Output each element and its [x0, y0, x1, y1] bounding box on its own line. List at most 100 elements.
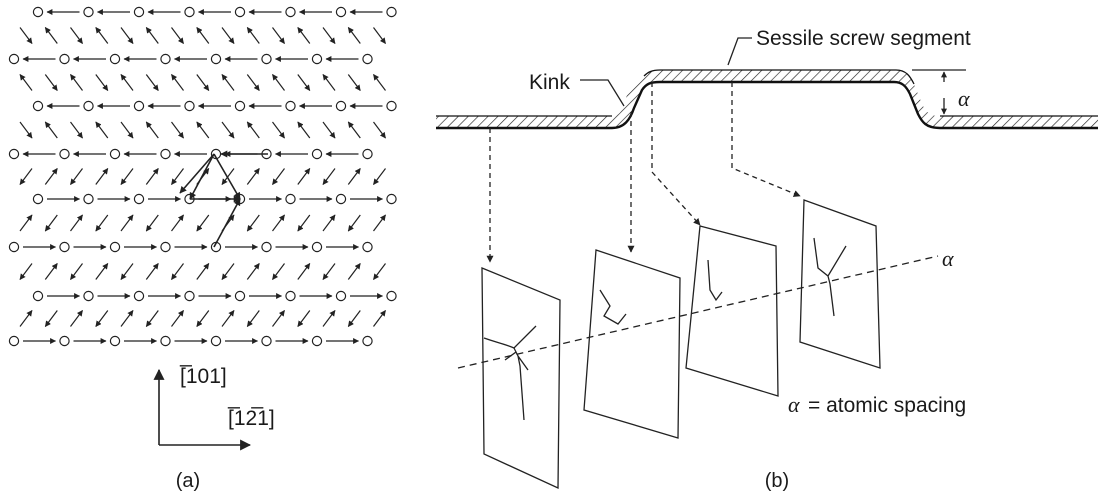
displacement-arrow: [19, 121, 33, 139]
atom-site: [83, 290, 94, 302]
displacement-arrow: [70, 121, 83, 139]
displacement-arrow: [120, 310, 134, 327]
atom-site: [285, 6, 296, 18]
atom-site: [8, 53, 20, 65]
displacement-arrow: [145, 310, 159, 327]
displacement-arrow: [95, 27, 109, 44]
atom-site: [133, 193, 145, 205]
displacement-arrows: [19, 9, 386, 344]
displacement-arrow: [145, 263, 159, 280]
displacement-arrow: [120, 168, 134, 185]
displacement-arrow: [246, 27, 260, 44]
atom-site: [386, 6, 397, 18]
displacement-arrow: [145, 168, 159, 185]
atom-site: [335, 100, 347, 112]
atom-site: [386, 100, 397, 112]
atom-site: [362, 241, 373, 253]
displacement-arrow: [347, 214, 361, 232]
atom-site: [234, 290, 246, 302]
atom-site: [109, 148, 121, 160]
displacement-arrow: [347, 168, 361, 185]
atom-site: [109, 335, 121, 347]
atom-site: [83, 6, 94, 18]
atom-site: [335, 193, 347, 205]
core-triangle: [179, 150, 268, 248]
displacement-arrow: [373, 310, 386, 327]
atom-site: [210, 53, 222, 65]
displacement-arrow: [221, 263, 235, 280]
atom-site: [133, 6, 145, 18]
atom-site: [184, 100, 195, 112]
displacement-arrow: [120, 263, 134, 280]
displacement-arrow: [19, 74, 33, 91]
displacement-arrow: [246, 214, 260, 232]
displacement-arrow: [120, 27, 134, 44]
displacement-arrow: [246, 74, 260, 91]
displacement-arrow: [272, 263, 285, 280]
atom-site: [234, 6, 246, 18]
displacement-arrow: [19, 168, 33, 185]
atom-site: [210, 335, 222, 347]
projection-arrows: [486, 82, 801, 263]
atom-site: [59, 53, 70, 65]
displacement-arrow: [246, 168, 260, 185]
displacement-arrow: [297, 121, 311, 139]
displacement-arrow: [70, 27, 83, 44]
slip-plane-1: [481, 267, 561, 490]
displacement-arrow: [196, 263, 210, 280]
direction-label-vertical: [̅101]: [179, 365, 227, 388]
atom-lattice: [8, 6, 397, 347]
label-alpha-symbol: α: [788, 392, 800, 417]
displacement-arrow: [44, 27, 58, 44]
atom-site: [160, 335, 171, 347]
displacement-arrow: [44, 263, 58, 280]
displacement-arrow: [145, 74, 159, 91]
atom-site: [285, 290, 296, 302]
displacement-arrow: [70, 263, 83, 280]
displacement-arrow: [171, 121, 184, 139]
displacement-arrow: [145, 121, 159, 139]
slip-plane-3: [685, 225, 779, 397]
label-alpha-definition: = atomic spacing: [808, 394, 966, 417]
displacement-arrow: [322, 168, 336, 185]
displacement-arrow: [171, 27, 184, 44]
atom-site: [285, 100, 296, 112]
displacement-arrow: [95, 263, 109, 280]
displacement-arrow: [19, 263, 33, 280]
atom-site: [362, 148, 373, 160]
step-height-marker: α: [912, 69, 970, 115]
displacement-arrow: [171, 74, 184, 91]
displacement-arrow: [120, 74, 134, 91]
atom-site: [261, 335, 272, 347]
displacement-arrow: [19, 27, 33, 44]
displacement-arrow: [95, 74, 109, 91]
panel-a-atom-displacement-map: [̅101] [̅12̅1] (a): [8, 6, 397, 492]
displacement-arrow: [95, 214, 109, 232]
displacement-arrow: [19, 310, 33, 327]
label-line-alpha: α: [942, 246, 954, 271]
displacement-arrow: [347, 74, 361, 91]
atom-site: [133, 290, 145, 302]
displacement-arrow: [221, 74, 235, 91]
displacement-arrow: [297, 310, 311, 327]
atom-site: [133, 100, 145, 112]
displacement-arrow: [171, 214, 184, 232]
atom-site: [59, 241, 70, 253]
atom-site: [386, 193, 397, 205]
sessile-segment-callout: Sessile screw segment: [727, 27, 971, 66]
displacement-arrow: [373, 214, 386, 232]
alpha-definition: α = atomic spacing: [788, 392, 966, 417]
atom-site: [184, 290, 195, 302]
displacement-arrow: [19, 214, 33, 232]
displacement-arrow: [373, 121, 386, 139]
displacement-arrow: [171, 263, 184, 280]
displacement-arrow: [221, 27, 235, 44]
dashed-reference-line: [457, 255, 939, 369]
displacement-arrow: [322, 310, 336, 327]
displacement-arrow: [347, 27, 361, 44]
atom-site: [109, 53, 121, 65]
atom-site: [109, 241, 121, 253]
displacement-arrow: [221, 168, 235, 185]
displacement-arrow: [95, 168, 109, 185]
